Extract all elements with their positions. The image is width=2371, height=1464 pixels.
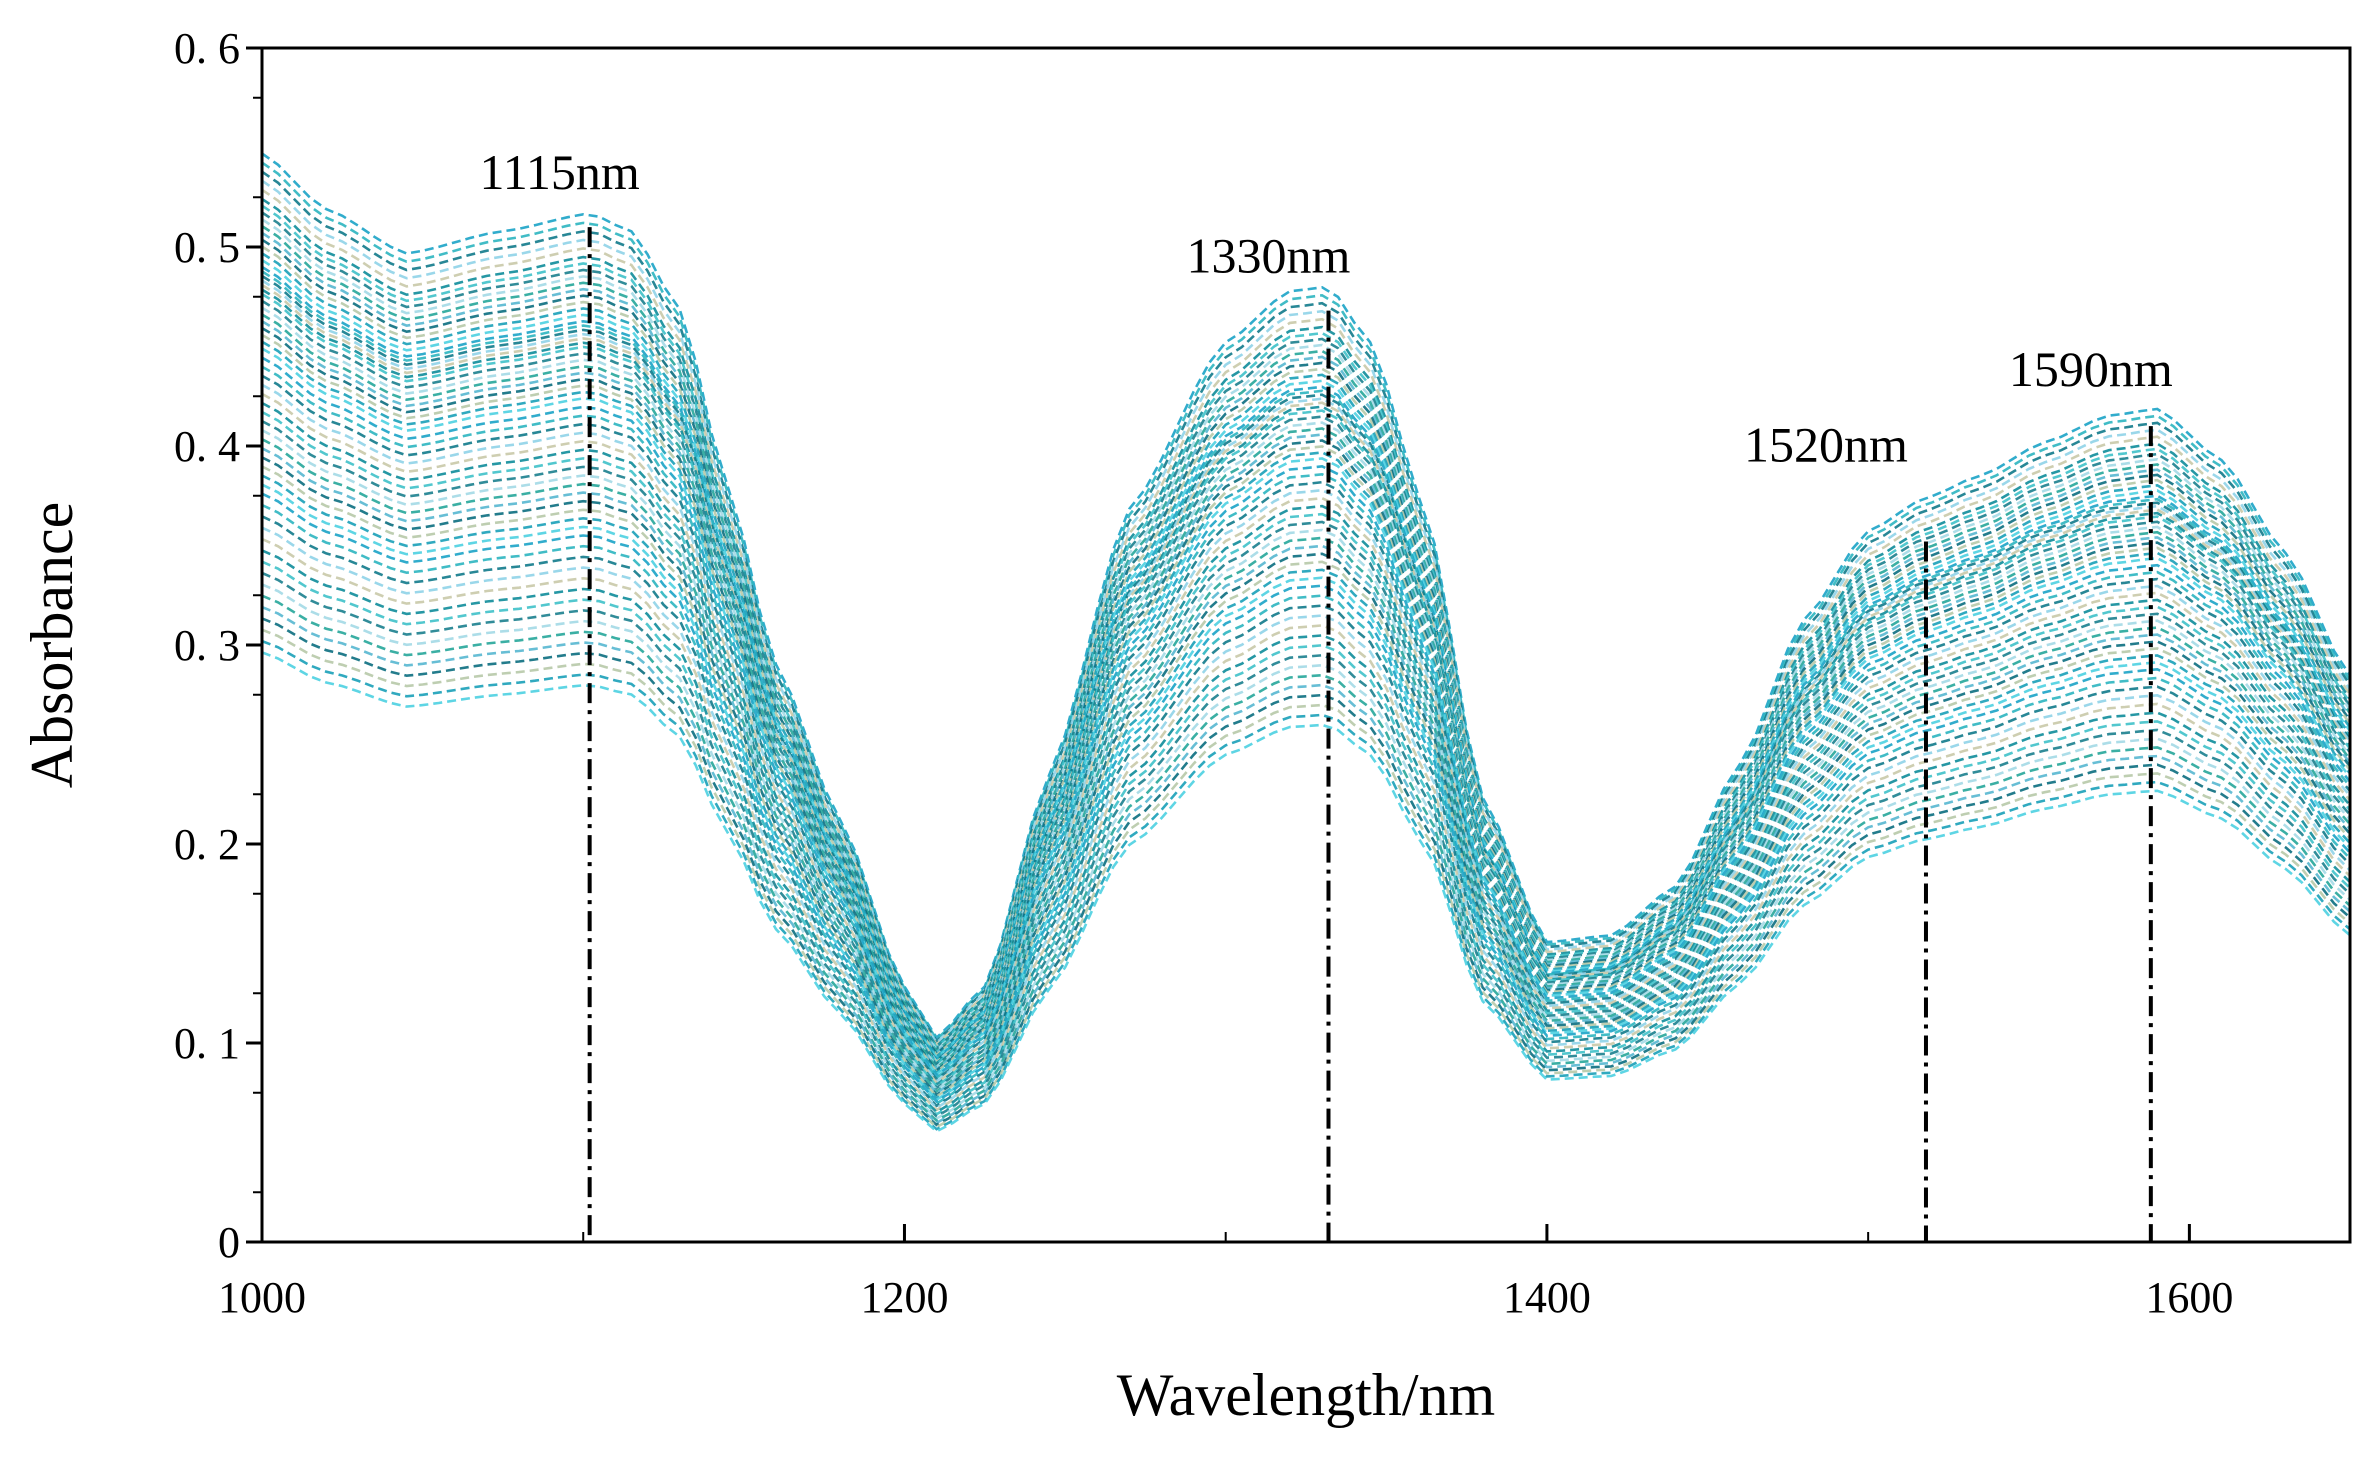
series-line — [261, 438, 2351, 1094]
series-line — [261, 313, 2352, 1070]
series-line — [261, 252, 2352, 1059]
series-line — [261, 188, 2352, 1047]
series-line — [261, 299, 2352, 1068]
axis-layer: 1000 1200 1400 1600 0 0. 1 0. 2 0. 3 0. 4 0. 5 0. … — [174, 24, 2352, 1322]
x-tick-label: 1200 — [860, 1273, 948, 1322]
series-line — [261, 447, 2351, 1095]
series-line — [261, 231, 2352, 1055]
series-line — [261, 419, 2351, 1090]
series-line — [261, 483, 2351, 1102]
x-tick-label: 1600 — [2145, 1273, 2233, 1322]
series-line — [261, 218, 2352, 1052]
series-line — [261, 283, 2352, 1065]
series-line — [261, 170, 2352, 1044]
x-tick-label: 1400 — [1503, 1273, 1591, 1322]
marker-layer: 1115nm 1330nm 1520nm 1590nm — [480, 144, 2173, 1242]
series-line — [261, 374, 2352, 1082]
series-line — [261, 365, 2352, 1080]
series-line — [261, 292, 2352, 1066]
series-line — [261, 560, 2351, 1116]
series-line — [261, 179, 2352, 1045]
series-layer — [261, 152, 2352, 1133]
series-line — [261, 401, 2351, 1087]
series-line — [261, 515, 2351, 1108]
y-axis-title: Absorbance — [19, 502, 85, 789]
series-line — [261, 347, 2352, 1077]
series-line — [261, 465, 2351, 1099]
y-tick-label: 0. 1 — [174, 1019, 240, 1068]
series-line — [261, 340, 2352, 1075]
peak-label: 1520nm — [1744, 417, 1908, 473]
series-line — [261, 537, 2351, 1112]
y-tick-label: 0. 2 — [174, 820, 240, 869]
series-line — [261, 383, 2352, 1083]
series-line — [261, 594, 2351, 1123]
series-line — [261, 456, 2351, 1097]
peak-label: 1590nm — [2009, 341, 2173, 397]
series-line — [261, 356, 2352, 1078]
series-line — [261, 288, 2352, 1066]
series-line — [261, 274, 2352, 1063]
series-line — [261, 474, 2351, 1100]
series-line — [261, 161, 2352, 1042]
series-line — [261, 492, 2351, 1104]
peak-label: 1115nm — [480, 144, 640, 200]
series-line — [261, 265, 2352, 1061]
series-line — [261, 152, 2352, 1040]
x-axis-title: Wavelength/nm — [1117, 1362, 1495, 1428]
y-tick-label: 0. 4 — [174, 422, 240, 471]
series-line — [261, 429, 2351, 1092]
series-line — [261, 583, 2351, 1121]
series-line — [261, 617, 2351, 1127]
series-line — [261, 270, 2352, 1062]
series-line — [261, 320, 2352, 1071]
series-line — [261, 245, 2352, 1058]
series-line — [261, 259, 2352, 1060]
series-line — [261, 392, 2351, 1085]
peak-label: 1330nm — [1187, 228, 1351, 284]
x-tick-label: 1000 — [218, 1273, 306, 1322]
series-line — [261, 571, 2351, 1119]
series-line — [261, 605, 2351, 1125]
series-line — [261, 651, 2351, 1133]
series-line — [261, 211, 2352, 1051]
series-line — [261, 549, 2351, 1114]
y-tick-label: 0. 6 — [174, 24, 240, 73]
series-line — [261, 503, 2351, 1106]
y-tick-label: 0. 5 — [174, 223, 240, 272]
series-line — [261, 526, 2351, 1110]
y-tick-label: 0 — [218, 1218, 240, 1267]
series-line — [261, 225, 2352, 1054]
series-line — [261, 639, 2351, 1131]
series-line — [261, 279, 2352, 1064]
series-line — [261, 628, 2351, 1129]
series-line — [261, 333, 2352, 1074]
series-line — [261, 326, 2352, 1073]
series-line — [261, 204, 2352, 1050]
series-line — [261, 197, 2352, 1049]
y-tick-label: 0. 3 — [174, 621, 240, 670]
series-line — [261, 238, 2352, 1056]
series-line — [261, 410, 2351, 1088]
